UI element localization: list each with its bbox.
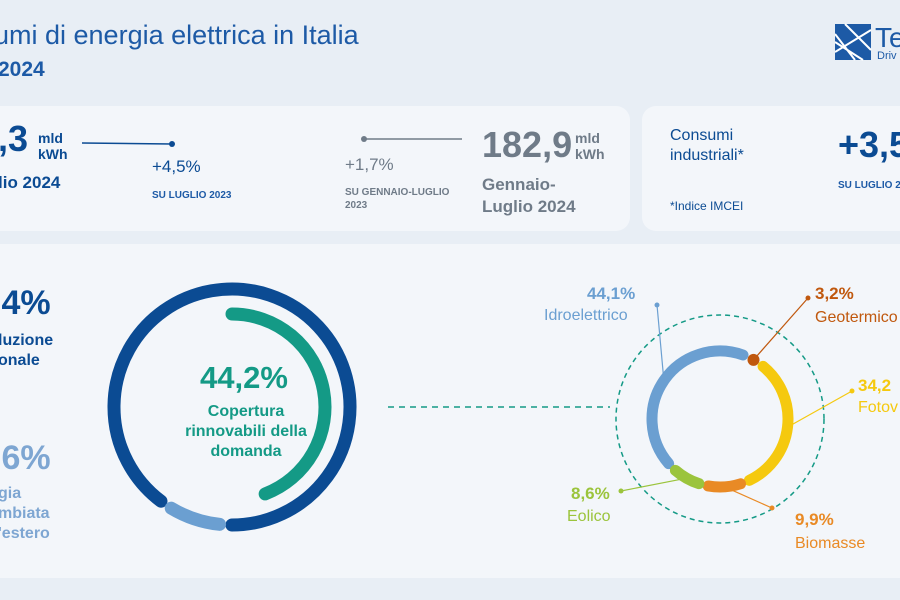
logo-icon: [835, 23, 872, 61]
kpi-panel-consumption: [0, 106, 630, 231]
breakdown-dashed-ring: [615, 314, 825, 524]
geo-pct: 3,2%: [815, 284, 854, 303]
logo: Te Driv: [835, 22, 900, 64]
industrial-value: +3,5: [838, 124, 900, 165]
breakdown-bio-slice: [702, 478, 747, 493]
ytd-delta-ref: SU GENNAIO-LUGLIO 2023: [345, 187, 450, 211]
breakdown-hydro-slice: [646, 345, 749, 470]
leader-line-hydro: [656, 304, 665, 381]
industrial-note: *Indice IMCEI: [670, 199, 744, 213]
breakdown-wind-slice: [669, 464, 705, 490]
leader-dot-geo: [805, 295, 811, 301]
ytd-unit-2: kWh: [575, 146, 605, 162]
renewables-pct: 44,2%: [200, 360, 288, 395]
industrial-label: Consumi industriali*: [670, 127, 744, 164]
foreign-label: gia mbiata 'estero: [0, 485, 50, 542]
breakdown-solar-slice: [743, 360, 794, 486]
ring-foreign-arc: [164, 501, 227, 531]
leader-dot-bio: [769, 505, 775, 511]
renewables-label: Copertura rinnovabili della domanda: [185, 403, 307, 460]
foreign-pct: ,6%: [0, 439, 51, 477]
coverage-panel: [0, 244, 900, 578]
wind-pct: 8,6%: [571, 484, 610, 503]
monthly-trend-line: [81, 142, 173, 145]
leader-line-solar: [787, 390, 853, 428]
ytd-delta: +1,7%: [345, 155, 394, 174]
hydro-name: Idroelettrico: [544, 307, 628, 324]
monthly-delta: +4,5%: [152, 157, 201, 176]
page-subtitle: 2024: [0, 58, 45, 81]
monthly-trend-line-dot: [169, 141, 175, 147]
leader-dot-solar: [849, 388, 855, 394]
ytd-trend-line-dot: [361, 136, 367, 142]
bio-pct: 9,9%: [795, 510, 834, 529]
monthly-delta-ref: SU LUGLIO 2023: [152, 190, 232, 201]
monthly-unit-2: kWh: [38, 146, 68, 162]
hydro-pct: 44,1%: [587, 284, 636, 303]
kpi-panel-industrial: [642, 106, 900, 231]
logo-text: Te: [875, 22, 900, 53]
solar-pct: 34,2: [858, 376, 892, 395]
monthly-period: lio 2024: [0, 173, 61, 192]
solar-name: Fotov: [858, 399, 899, 416]
page-title: umi di energia elettrica in Italia: [0, 20, 359, 50]
wind-name: Eolico: [567, 508, 611, 525]
logo-tagline: Driv: [877, 50, 897, 62]
leader-line-wind: [620, 477, 687, 492]
leader-dot-hydro: [654, 302, 660, 308]
bio-name: Biomasse: [795, 535, 866, 552]
leader-dot-wind: [618, 488, 624, 494]
monthly-unit-1: mld: [38, 130, 63, 146]
national-label: luzione onale: [0, 332, 54, 369]
ytd-unit-1: mld: [575, 130, 600, 146]
ytd-value: 182,9: [482, 124, 573, 165]
geo-name: Geotermico: [815, 309, 898, 326]
leader-line-geo: [753, 297, 809, 361]
national-pct: ,4%: [0, 284, 51, 322]
ring-renewables-arc: [225, 307, 332, 501]
monthly-value: ,3: [0, 118, 29, 159]
industrial-delta-ref: SU LUGLIO 2: [838, 180, 900, 191]
ring-national-arc: [107, 282, 357, 532]
leader-line-bio: [724, 486, 773, 509]
ytd-period: Gennaio-Luglio 2024: [482, 175, 576, 216]
